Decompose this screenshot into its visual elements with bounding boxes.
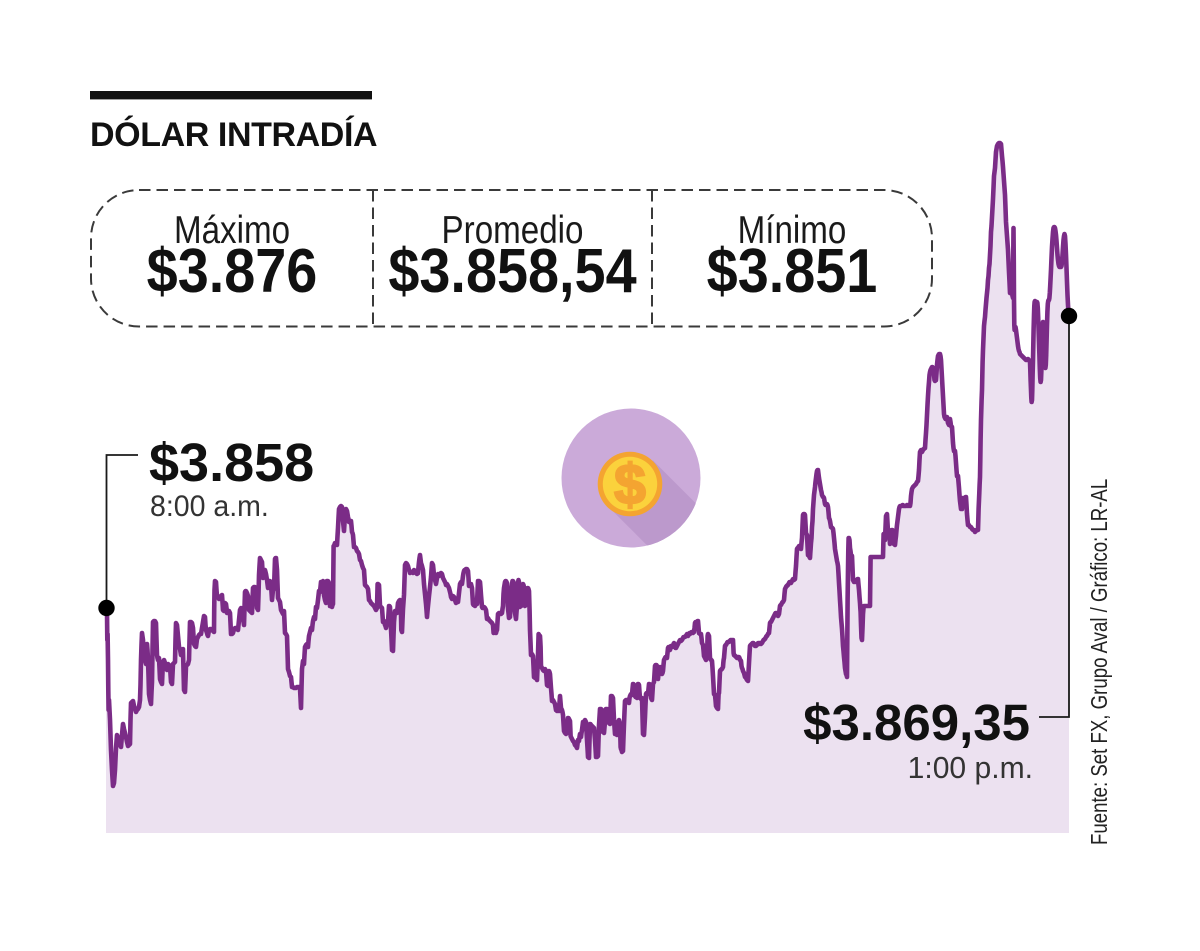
svg-text:$: $ (614, 453, 646, 517)
